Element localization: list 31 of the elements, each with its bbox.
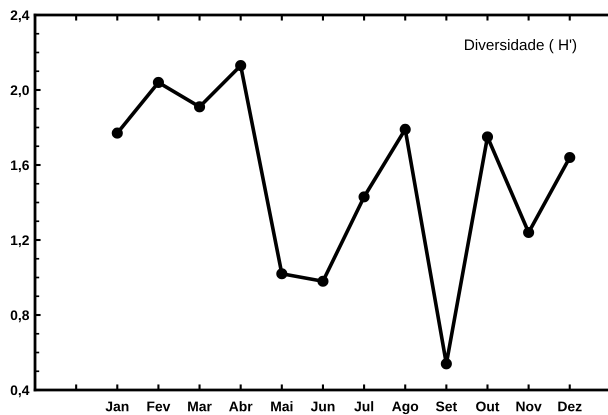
y-tick-label: 2,4 (10, 10, 30, 22)
point (152, 76, 164, 88)
point (317, 276, 329, 287)
x-tick-label: Dez (558, 402, 582, 412)
x-tick-label: Jul (354, 401, 374, 412)
y-tick-label: 1,2 (11, 235, 29, 248)
y-tick-label: 0,4 (10, 385, 30, 398)
point (358, 191, 370, 202)
y-tick-label: 0,8 (10, 310, 30, 322)
point (112, 128, 123, 139)
point (440, 358, 452, 370)
x-tick-label: Mar (188, 402, 212, 412)
point (564, 152, 576, 164)
point (400, 124, 411, 135)
y-tick-label: 1,6 (11, 160, 29, 172)
point (276, 268, 288, 280)
point (235, 60, 246, 72)
x-tick-label: Set (436, 401, 457, 412)
x-tick-label: Fev (147, 402, 170, 412)
annotation: Diversidade ( H') (465, 38, 576, 54)
x-tick-label: Abr (229, 401, 252, 412)
point (194, 101, 206, 112)
x-tick-label: Jun (310, 402, 334, 412)
y-tick-label: 2,0 (10, 85, 29, 98)
x-tick-label: Out (476, 401, 500, 412)
x-tick-label: Nov (516, 402, 542, 412)
x-tick-label: Jan (106, 402, 128, 412)
x-tick-label: Mai (271, 401, 292, 412)
point (523, 226, 534, 238)
x-tick-label: Ago (392, 402, 418, 414)
point (482, 131, 494, 142)
